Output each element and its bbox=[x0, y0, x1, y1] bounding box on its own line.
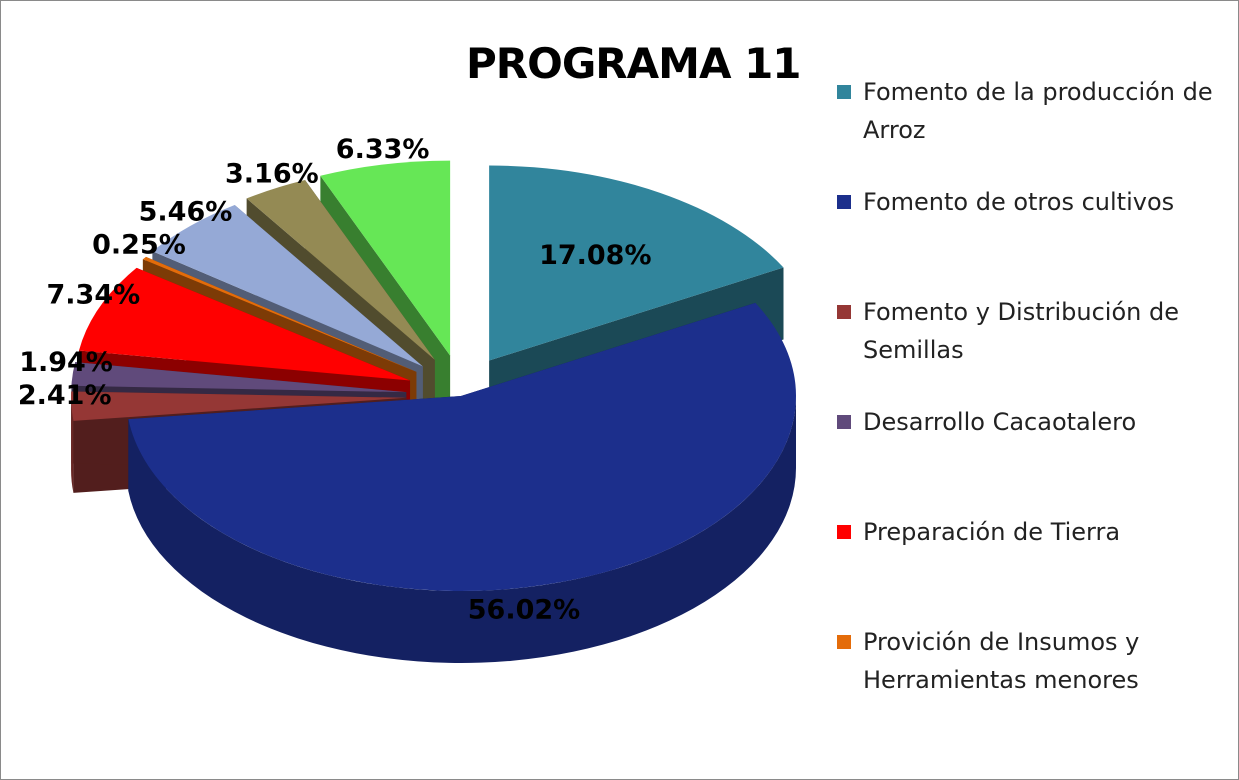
chart-title: PROGRAMA 11 bbox=[466, 39, 802, 88]
legend-swatch bbox=[837, 525, 851, 539]
slice bbox=[152, 204, 423, 367]
slice bbox=[489, 165, 784, 361]
data-label: 2.41% bbox=[18, 380, 112, 411]
legend-item: Provición de Insumos y Herramientas meno… bbox=[837, 623, 1237, 733]
legend-swatch bbox=[837, 305, 851, 319]
data-label: 1.94% bbox=[19, 347, 113, 378]
legend-swatch bbox=[837, 415, 851, 429]
legend-label: Provición de Insumos y Herramientas meno… bbox=[863, 628, 1140, 694]
slice bbox=[142, 256, 417, 372]
legend-swatch bbox=[837, 635, 851, 649]
legend-swatch bbox=[837, 85, 851, 99]
slice bbox=[320, 160, 451, 356]
data-label: 7.34% bbox=[47, 279, 141, 310]
legend-label: Fomento y Distribución de Semillas bbox=[863, 298, 1179, 364]
legend-item: Preparación de Tierra bbox=[837, 513, 1237, 623]
slice bbox=[79, 267, 411, 381]
data-label: 3.16% bbox=[225, 158, 319, 189]
data-label: 56.02% bbox=[468, 595, 580, 626]
slice-side bbox=[128, 396, 796, 664]
legend-label: Desarrollo Cacaotalero bbox=[863, 408, 1137, 436]
slice-side bbox=[71, 397, 74, 493]
legend-label: Preparación de Tierra bbox=[863, 518, 1121, 546]
legend-item: Desarrollo Cacaotalero bbox=[837, 403, 1237, 513]
legend-item: Fomento de otros cultivos bbox=[837, 183, 1237, 293]
slice bbox=[71, 362, 407, 393]
slice bbox=[71, 391, 407, 421]
slice bbox=[246, 179, 435, 360]
slice bbox=[128, 302, 797, 592]
data-label: 17.08% bbox=[539, 240, 651, 271]
data-label: 5.46% bbox=[139, 197, 233, 228]
legend-item: Fomento y Distribución de Semillas bbox=[837, 293, 1237, 403]
data-label: 6.33% bbox=[336, 134, 430, 165]
legend-label: Fomento de otros cultivos bbox=[863, 188, 1175, 216]
legend-label: Fomento de la producción de Arroz bbox=[863, 78, 1213, 144]
data-label: 0.25% bbox=[92, 229, 186, 260]
legend: Fomento de la producción de Arroz Fomento… bbox=[837, 73, 1237, 733]
legend-item: Fomento de la producción de Arroz bbox=[837, 73, 1237, 183]
legend-swatch bbox=[837, 195, 851, 209]
